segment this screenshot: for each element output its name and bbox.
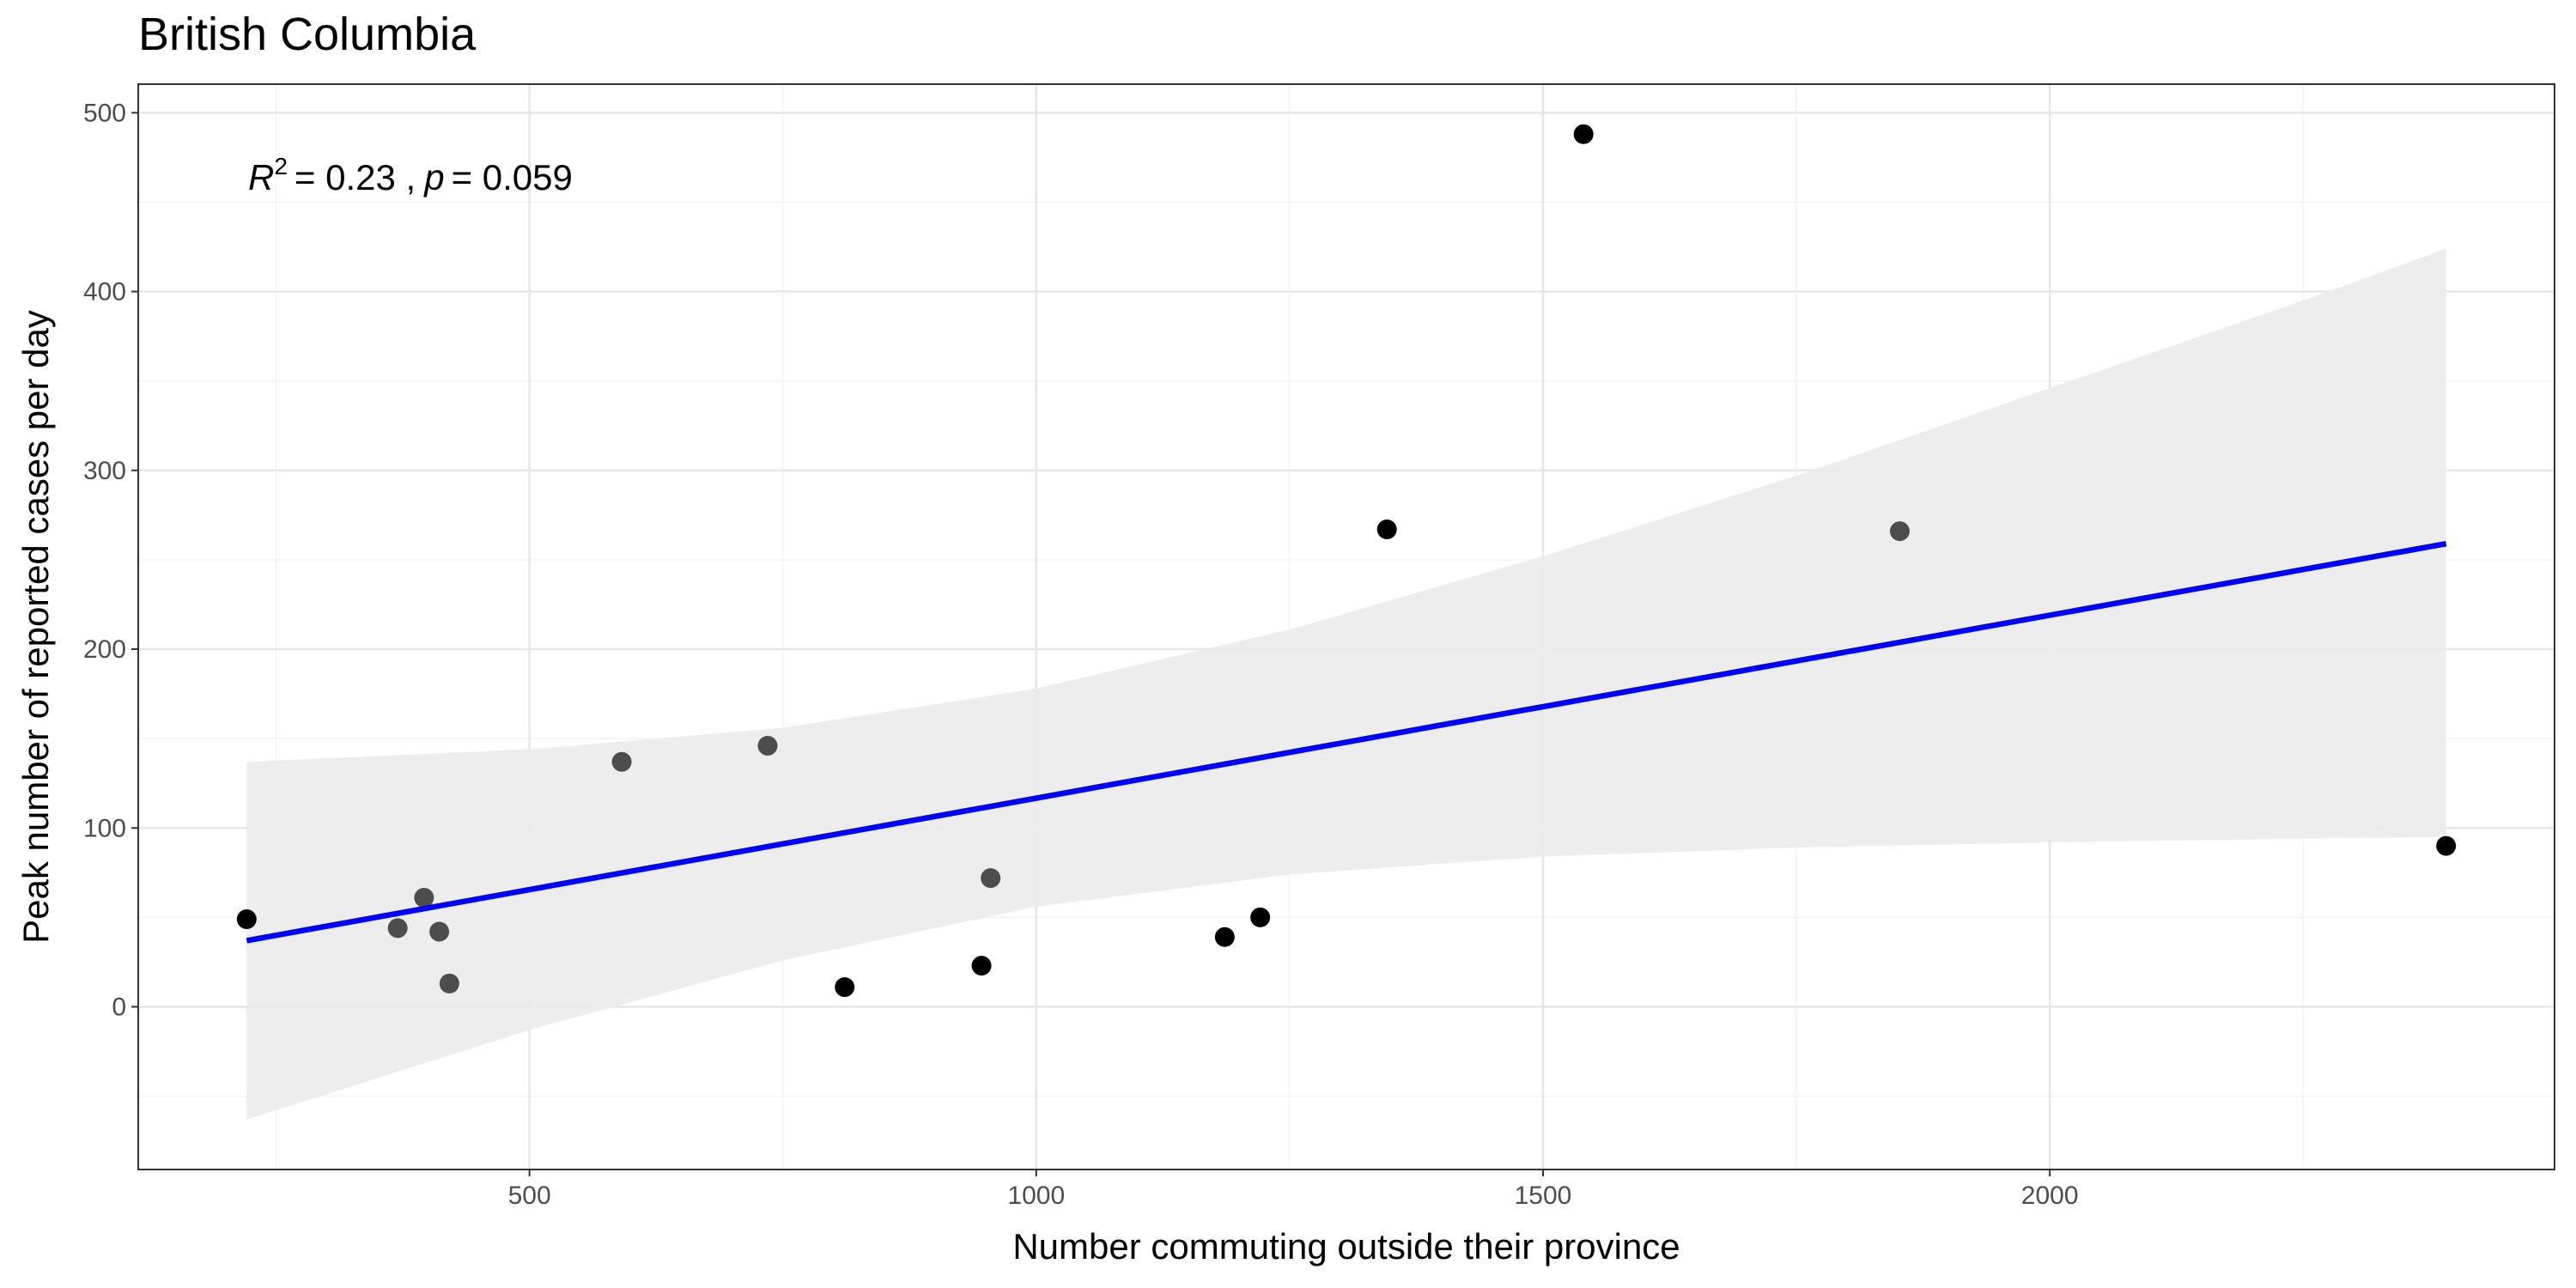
x-tick-label: 1000 [1007,1182,1065,1210]
plot-area [137,83,2555,1170]
data-point [1214,927,1235,947]
x-tick-label: 1500 [1515,1182,1572,1210]
data-point [429,921,450,942]
p-label: p [422,157,444,197]
data-point [981,868,1001,889]
r-value: = 0.23 , [295,157,416,197]
data-point [1376,519,1397,540]
data-point [414,887,434,908]
data-point [835,977,855,998]
data-point [236,908,257,929]
r-exponent: 2 [274,153,288,179]
data-point [439,973,459,993]
data-point [1250,907,1271,927]
data-point [757,735,778,756]
x-axis-title: Number commuting outside their province [1012,1226,1680,1267]
x-tick-label: 2000 [2021,1182,2079,1210]
regression-line [246,540,2447,944]
data-point [1889,521,1910,542]
y-tick-label: 100 [83,814,126,842]
data-point [971,956,992,976]
panel-border [137,83,2555,1170]
y-tick-label: 0 [112,993,126,1022]
r-label: R [248,157,274,197]
annotation: R2 = 0.23 , p = 0.059 [248,153,573,197]
y-tick-label: 400 [83,278,126,307]
x-tick-label: 500 [508,1182,551,1210]
data-point [387,918,408,939]
chart-title: British Columbia [138,9,477,60]
data-point [1573,124,1594,144]
p-value: = 0.059 [452,157,573,197]
y-tick-label: 300 [83,457,126,485]
confidence-band [246,248,2446,1120]
y-tick-label: 500 [83,99,126,127]
data-point [2436,835,2457,856]
data-point [611,751,632,772]
y-axis-title: Peak number of reported cases per day [15,310,56,944]
y-tick-label: 200 [83,635,126,664]
